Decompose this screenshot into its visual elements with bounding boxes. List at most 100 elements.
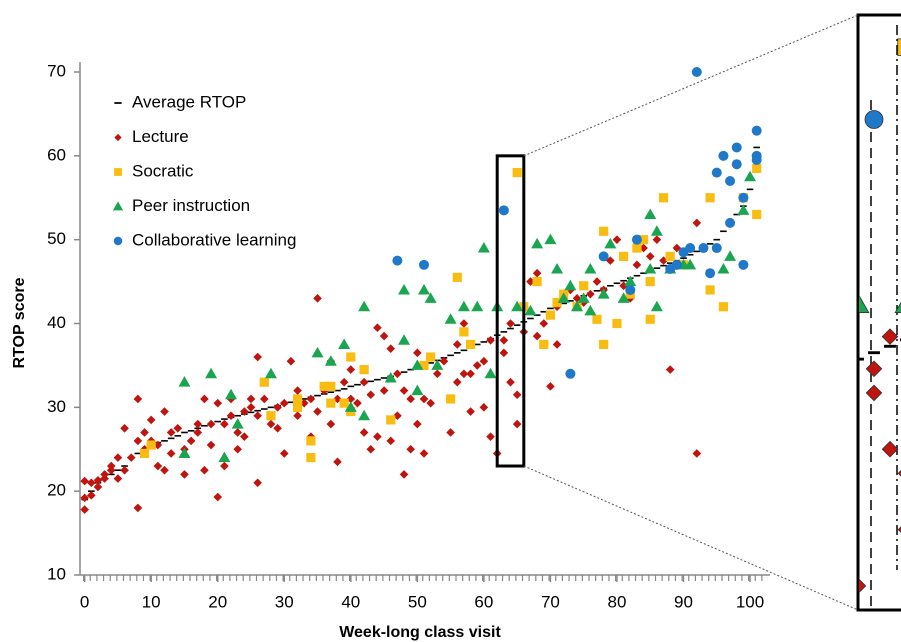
peer-point — [424, 292, 437, 303]
lecture-point — [532, 268, 542, 278]
socratic-point — [386, 415, 396, 425]
lecture-point — [133, 394, 143, 404]
peer-point — [717, 263, 730, 274]
lecture-point — [193, 419, 203, 429]
peer-point — [444, 313, 457, 324]
socratic-point — [665, 251, 675, 262]
peer-point — [524, 304, 537, 316]
lecture-point — [120, 423, 129, 433]
socratic-point — [599, 226, 609, 236]
socratic-point — [426, 352, 436, 362]
collaborative-point — [671, 259, 682, 270]
peer-point — [112, 201, 124, 211]
lecture-point — [865, 360, 883, 378]
lecture-point — [246, 394, 256, 404]
socratic-point — [446, 394, 456, 404]
lecture-point — [692, 218, 702, 228]
lecture-point — [552, 340, 562, 349]
collaborative-point — [738, 192, 749, 203]
lecture-point — [200, 465, 209, 475]
x-tick-label: 70 — [541, 592, 560, 611]
lecture-point — [486, 335, 495, 345]
lecture-point — [180, 470, 189, 479]
socratic-point — [139, 448, 150, 459]
lecture-point — [160, 465, 169, 475]
lecture-point — [359, 428, 369, 437]
lecture-point — [499, 348, 509, 358]
peer-point — [859, 294, 870, 313]
lecture-point — [286, 356, 296, 366]
lecture-point — [426, 398, 435, 408]
lecture-point — [126, 453, 136, 462]
socratic-point — [346, 352, 356, 362]
lecture-point — [466, 369, 475, 379]
collaborative-point — [731, 142, 742, 153]
lecture-point — [339, 377, 349, 387]
lecture-point — [80, 476, 89, 486]
lecture-point — [386, 436, 396, 446]
x-axis-title: Week-long class visit — [339, 624, 501, 641]
lecture-point — [273, 403, 282, 412]
peer-point — [650, 300, 663, 312]
lecture-point — [386, 344, 396, 353]
socratic-point — [359, 365, 369, 375]
socratic-point — [266, 411, 276, 421]
collaborative-point — [711, 167, 722, 178]
socratic-point — [638, 235, 649, 245]
lecture-point — [433, 369, 442, 379]
lecture-point — [140, 428, 149, 437]
lecture-point — [87, 491, 96, 500]
lecture-point — [512, 419, 522, 429]
lecture-point — [186, 436, 196, 446]
collaborative-point — [598, 251, 609, 262]
lecture-point — [220, 419, 229, 429]
lecture-point — [419, 449, 429, 458]
lecture-point — [346, 365, 356, 374]
lecture-point — [612, 235, 622, 244]
peer-point — [344, 401, 357, 412]
peer-point — [311, 346, 324, 358]
lecture-point — [406, 444, 415, 454]
socratic-point — [532, 276, 542, 287]
lecture-point — [240, 432, 249, 441]
collaborative-point — [685, 243, 696, 254]
lecture-point — [273, 423, 282, 433]
peer-point — [225, 388, 238, 400]
lecture-point — [466, 407, 475, 416]
x-tick-label: 50 — [408, 592, 427, 611]
socratic-point — [292, 394, 303, 404]
peer-point — [477, 242, 490, 253]
lecture-point — [652, 235, 662, 244]
legend-label: Lecture — [132, 127, 189, 146]
peer-point — [617, 292, 630, 303]
y-tick-label: 60 — [47, 145, 66, 164]
peer-point — [511, 300, 524, 312]
legend-label: Collaborative learning — [132, 230, 296, 249]
socratic-point — [897, 38, 901, 56]
lecture-point — [206, 419, 216, 429]
socratic-point — [658, 193, 669, 203]
lecture-point — [306, 394, 316, 404]
x-tick-label: 20 — [208, 592, 227, 611]
lecture-point — [313, 407, 322, 416]
peer-point — [557, 292, 570, 303]
lecture-point — [113, 474, 123, 483]
lecture-point — [93, 482, 103, 492]
peer-point — [398, 283, 411, 295]
lecture-point — [452, 340, 462, 349]
lecture-point — [373, 323, 382, 332]
x-tick-label: 80 — [608, 592, 627, 611]
socratic-point — [619, 251, 629, 262]
lecture-point — [253, 478, 262, 488]
lecture-point — [834, 546, 849, 561]
peer-point — [218, 451, 231, 463]
peer-point — [471, 300, 484, 312]
x-tick-label: 40 — [341, 592, 360, 611]
lecture-point — [100, 470, 109, 479]
peer-point — [484, 367, 497, 379]
peer-point — [358, 409, 371, 421]
lecture-point — [133, 436, 143, 446]
lecture-point — [506, 377, 515, 387]
x-tick-label: 100 — [736, 592, 764, 611]
lecture-point — [479, 356, 489, 366]
